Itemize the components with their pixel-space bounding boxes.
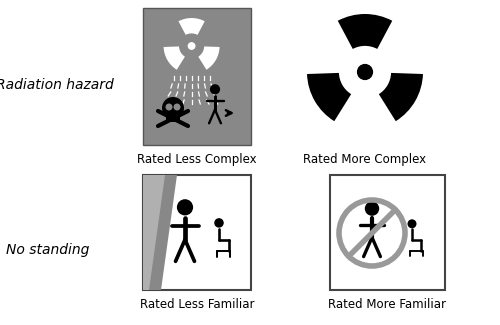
- Text: Rated Less Complex: Rated Less Complex: [137, 152, 257, 165]
- Circle shape: [357, 64, 373, 80]
- Bar: [143, 175, 251, 290]
- Circle shape: [177, 199, 193, 215]
- Bar: [143, 8, 251, 145]
- Text: No standing: No standing: [6, 243, 89, 257]
- Wedge shape: [164, 46, 185, 70]
- Circle shape: [210, 84, 220, 94]
- Text: Rated More Complex: Rated More Complex: [304, 152, 426, 165]
- Circle shape: [182, 37, 200, 55]
- Polygon shape: [149, 175, 177, 290]
- Text: Rated More Familiar: Rated More Familiar: [328, 297, 446, 310]
- Wedge shape: [338, 14, 392, 49]
- Wedge shape: [379, 73, 423, 121]
- Circle shape: [166, 103, 172, 111]
- Bar: [166, 115, 180, 122]
- Circle shape: [214, 218, 224, 228]
- Wedge shape: [307, 73, 351, 121]
- Text: Radiation hazard: Radiation hazard: [0, 78, 114, 92]
- Circle shape: [365, 202, 379, 216]
- Wedge shape: [178, 18, 204, 35]
- Circle shape: [162, 97, 184, 119]
- Circle shape: [174, 103, 180, 111]
- Circle shape: [408, 219, 416, 228]
- Bar: [330, 175, 445, 290]
- Circle shape: [188, 42, 196, 50]
- Polygon shape: [143, 175, 175, 290]
- Circle shape: [346, 53, 384, 91]
- Wedge shape: [198, 46, 220, 70]
- Text: Rated Less Familiar: Rated Less Familiar: [140, 297, 254, 310]
